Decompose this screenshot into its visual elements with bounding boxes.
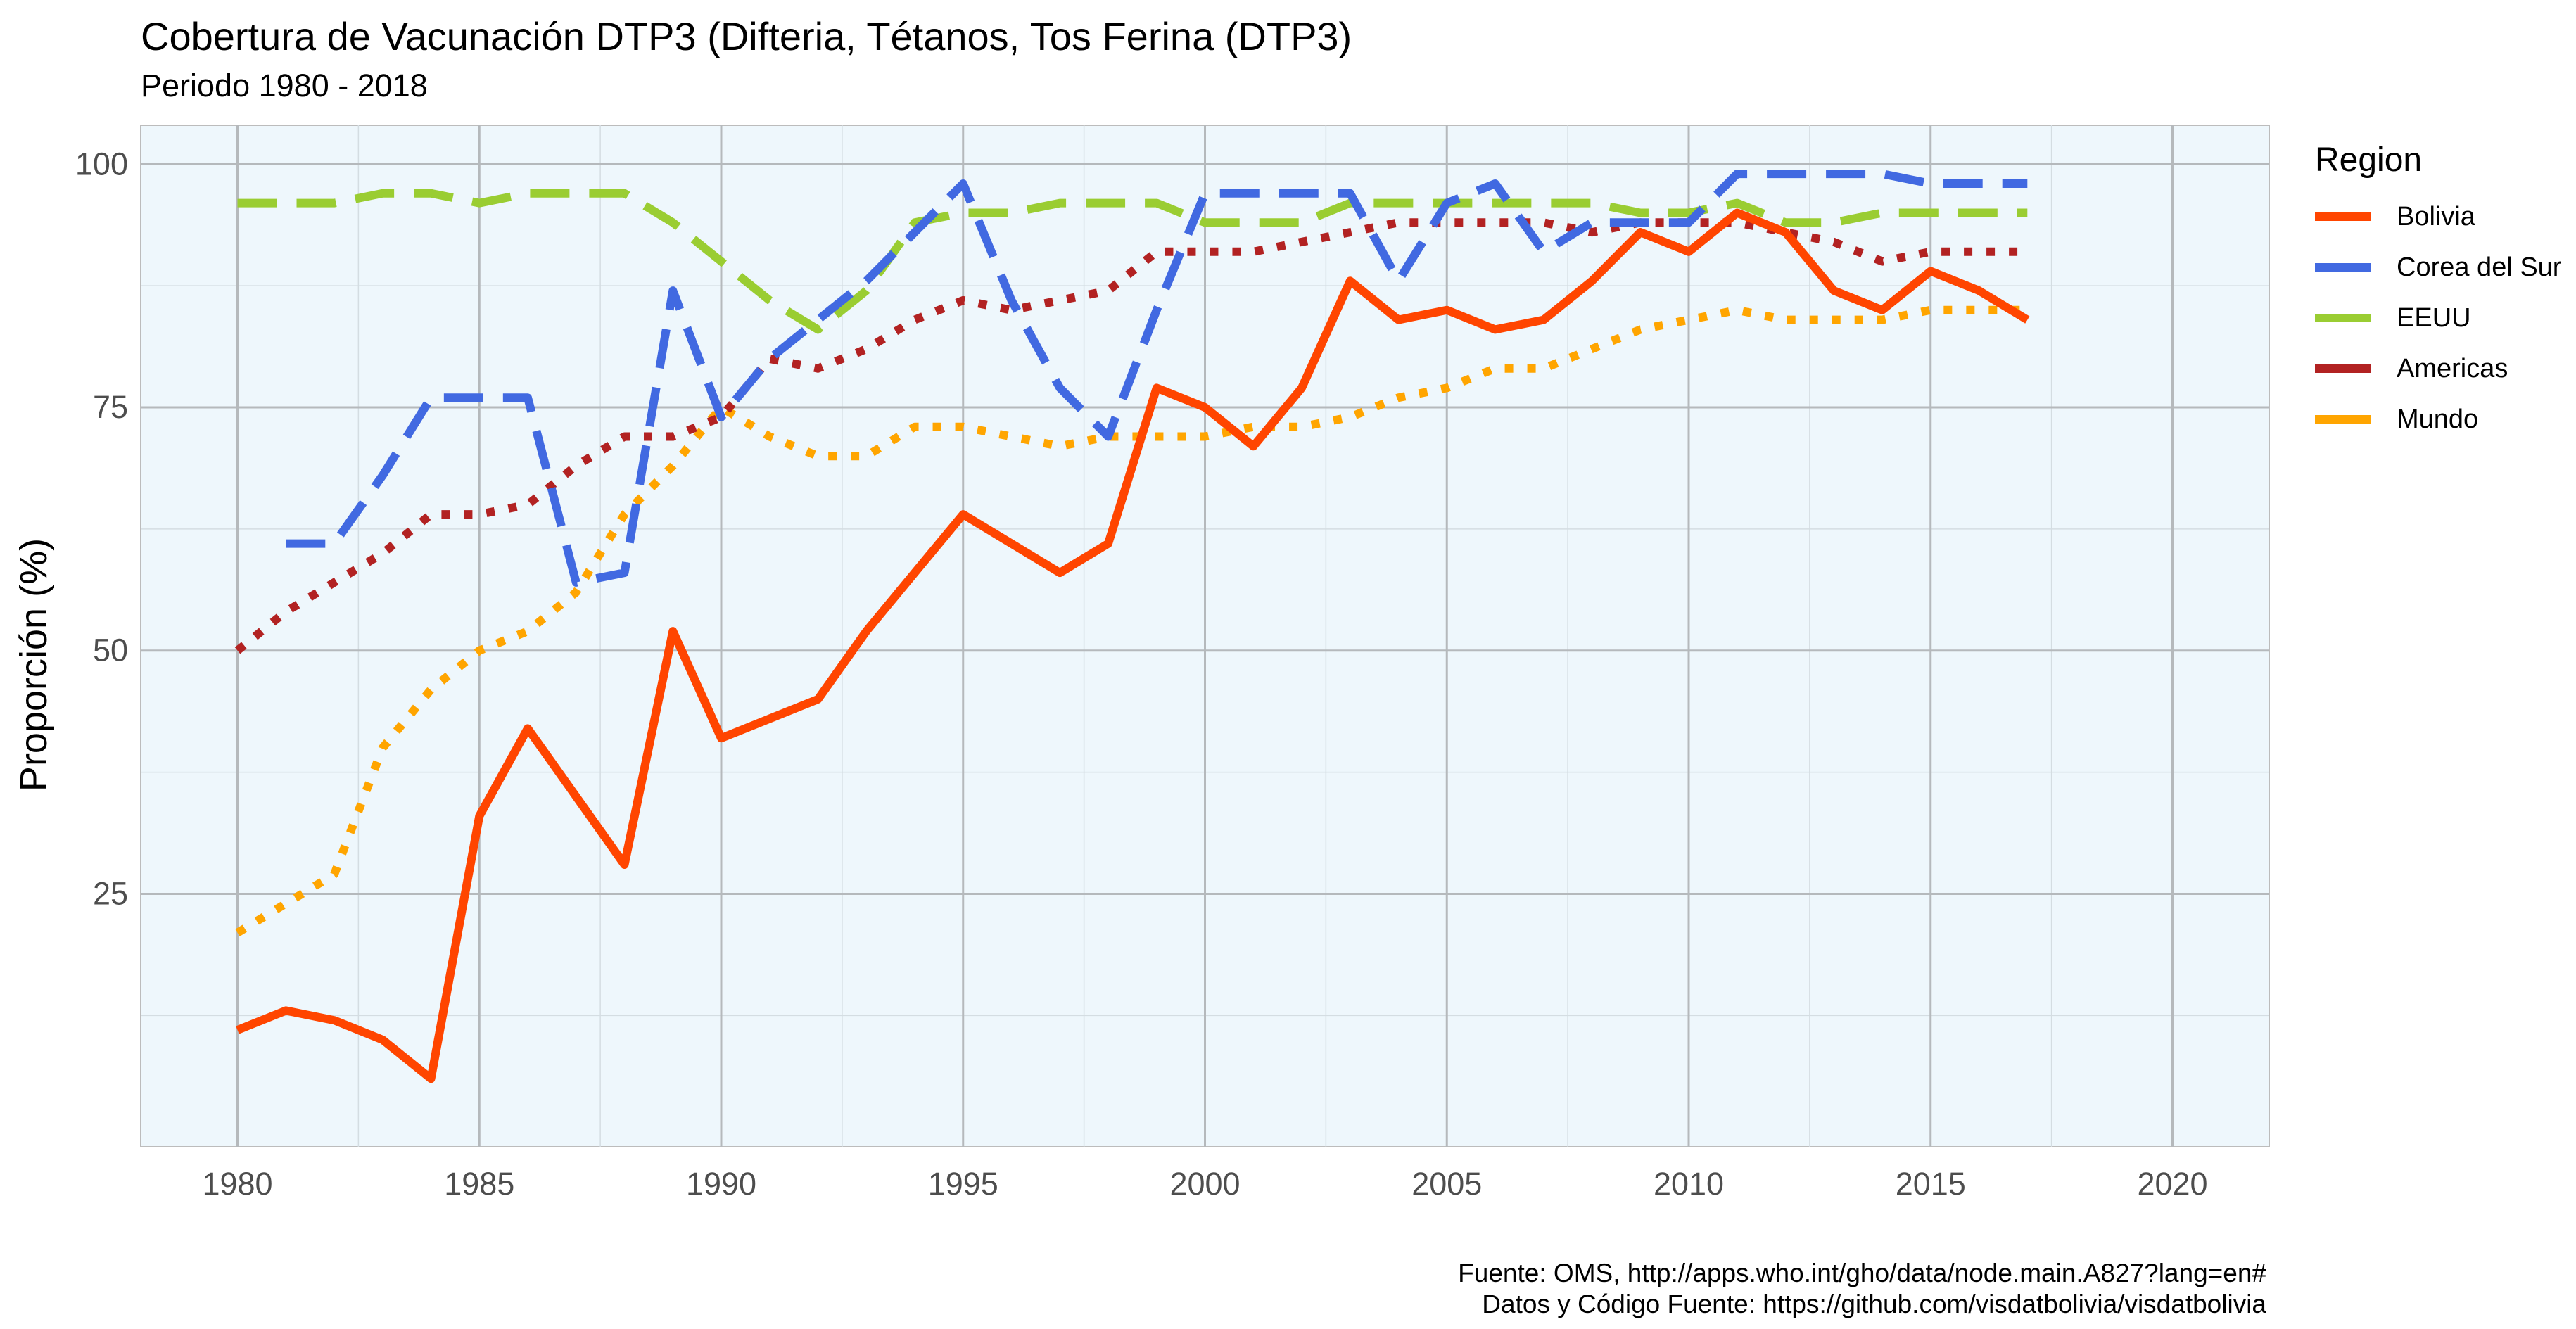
series-line-eeuu [237,189,2028,334]
legend-swatch [2315,314,2371,322]
x-tick-labels: 1980 1985 1990 1995 2000 2005 2010 2015 2020 [202,1166,2207,1202]
legend-items: Bolivia Corea del Sur EEUU Americas Mundo [2315,191,2561,445]
legend: Region Bolivia Corea del Sur EEUU Americas M… [2315,135,2561,445]
caption-source: Fuente: OMS, http://apps.who.int/gho/dat… [1458,1259,2266,1287]
x-tick-label: 2000 [1169,1166,1240,1202]
legend-item-bolivia: Bolivia [2315,191,2561,242]
x-tick-label: 2020 [2137,1166,2207,1202]
series-line-corea-del-sur [286,170,2028,587]
series-layer [234,170,2030,1083]
series-line-bolivia [236,208,2030,1083]
legend-swatch [2315,263,2371,272]
legend-label: Americas [2397,353,2508,383]
legend-item-eeuu: EEUU [2315,293,2561,343]
legend-label: Bolivia [2397,201,2475,231]
x-tick-label: 2010 [1654,1166,1724,1202]
y-tick-label: 100 [75,146,128,182]
x-tick-label: 2005 [1411,1166,1482,1202]
grid-lines [141,125,2269,1147]
series-line-mundo [235,305,2028,936]
y-tick-labels: 25 50 75 100 [75,146,128,911]
legend-item-americas: Americas [2315,343,2561,394]
x-tick-label: 2015 [1896,1166,1966,1202]
legend-label: EEUU [2397,303,2471,333]
x-tick-label: 1985 [444,1166,514,1202]
legend-item-mundo: Mundo [2315,394,2561,445]
legend-swatch [2315,212,2371,221]
legend-swatch [2315,415,2371,424]
caption-code: Datos y Código Fuente: https://github.co… [1482,1290,2266,1318]
legend-label: Corea del Sur [2397,252,2562,282]
y-tick-label: 50 [93,632,128,668]
legend-title: Region [2315,141,2423,179]
y-tick-label: 25 [93,875,128,911]
legend-label: Mundo [2397,404,2479,434]
chart-title: Cobertura de Vacunación DTP3 (Difteria, … [141,14,1352,58]
legend-swatch [2315,364,2371,373]
caption: Fuente: OMS, http://apps.who.int/gho/dat… [1458,1258,2266,1320]
y-tick-label: 75 [93,389,128,425]
chart-subtitle: Periodo 1980 - 2018 [141,68,428,103]
x-tick-label: 1990 [686,1166,756,1202]
legend-item-corea-del-sur: Corea del Sur [2315,242,2561,293]
x-tick-label: 1980 [202,1166,272,1202]
x-tick-label: 1995 [928,1166,998,1202]
